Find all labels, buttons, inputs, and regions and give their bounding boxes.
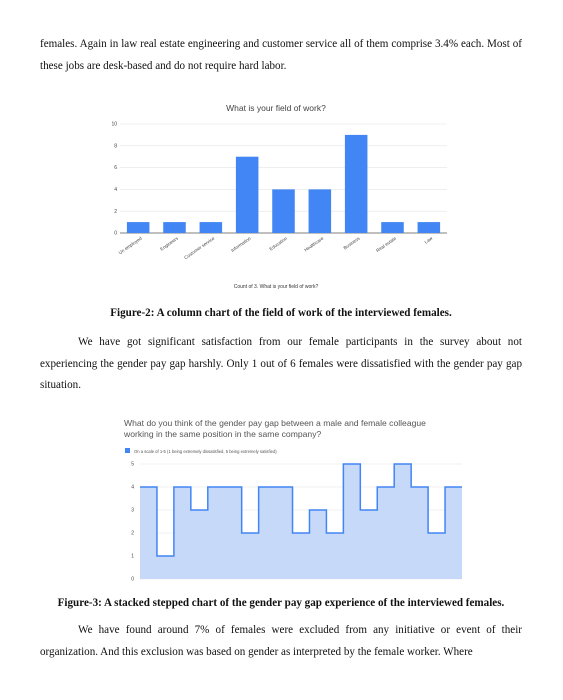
chart1-x-ticks: Un employed Engineers Customer service Info… — [118, 235, 434, 260]
paragraph-1: females. Again in law real estate engine… — [40, 38, 522, 72]
chart2-step-area — [140, 464, 462, 579]
chart1-x-tick-label: Law — [424, 235, 434, 244]
figure-2-caption: Figure-2: A column chart of the field of… — [110, 307, 452, 319]
chart1-bars — [126, 134, 441, 233]
chart1-bar — [126, 222, 150, 233]
chart1-bar — [417, 222, 441, 233]
paragraph-2: We have got significant satisfaction fro… — [40, 336, 522, 391]
chart2-y-tick-label: 5 — [131, 462, 134, 468]
chart1-bar — [199, 222, 223, 233]
figure-3-caption: Figure-3: A stacked stepped chart of the… — [57, 597, 505, 609]
chart1-x-tick-label: Healthcare — [303, 235, 324, 252]
chart2-y-tick-label: 1 — [131, 554, 134, 560]
chart1-x-axis-label: Count of 3. What is your field of work? — [234, 284, 319, 290]
chart2-legend-label: On a scale of 1-5 (1 being extremely dis… — [134, 449, 277, 454]
chart1-y-tick-label: 2 — [114, 209, 117, 215]
paragraph-3: We have found around 7% of females were … — [40, 624, 522, 658]
chart2-legend-swatch — [125, 448, 130, 453]
chart2-y-tick-label: 3 — [131, 508, 134, 514]
chart2-y-ticks: 0 1 2 3 4 5 — [131, 462, 134, 583]
chart1-x-tick-label: Education — [268, 235, 288, 251]
chart1-x-tick-label: Customer service — [183, 235, 216, 260]
chart1-y-tick-label: 8 — [114, 143, 117, 149]
chart1-y-tick-label: 4 — [114, 187, 117, 193]
chart1-bar — [308, 189, 332, 233]
chart2-y-tick-label: 4 — [131, 485, 134, 491]
chart1-bar — [381, 222, 404, 233]
chart1-x-tick-label: Engineers — [159, 235, 179, 251]
chart2-title: What do you think of the gender pay gap … — [124, 418, 426, 439]
chart1-y-tick-label: 10 — [111, 122, 117, 128]
chart1-y-tick-label: 0 — [114, 231, 117, 237]
chart2-y-tick-label: 0 — [131, 577, 134, 583]
chart1-bar — [344, 134, 368, 233]
chart1-x-tick-label: Un employed — [118, 235, 143, 255]
chart2-y-tick-label: 2 — [131, 531, 134, 537]
chart1-x-tick-label: Business — [343, 235, 362, 250]
chart1-title: What is your field of work? — [226, 103, 326, 113]
chart1-x-tick-label: Information — [230, 235, 252, 253]
field-of-work-bar-chart: What is your field of work? 0 2 4 6 8 10 Un e… — [111, 103, 447, 290]
pay-gap-step-chart: What do you think of the gender pay gap … — [124, 418, 462, 583]
chart1-y-ticks: 0 2 4 6 8 10 — [111, 122, 117, 237]
chart1-x-tick-label: Real estate — [375, 235, 397, 253]
chart1-bar — [235, 156, 259, 233]
chart1-y-tick-label: 6 — [114, 165, 117, 171]
chart1-bar — [163, 222, 186, 233]
chart2-step-line — [140, 463, 462, 557]
chart1-bar — [272, 189, 295, 233]
